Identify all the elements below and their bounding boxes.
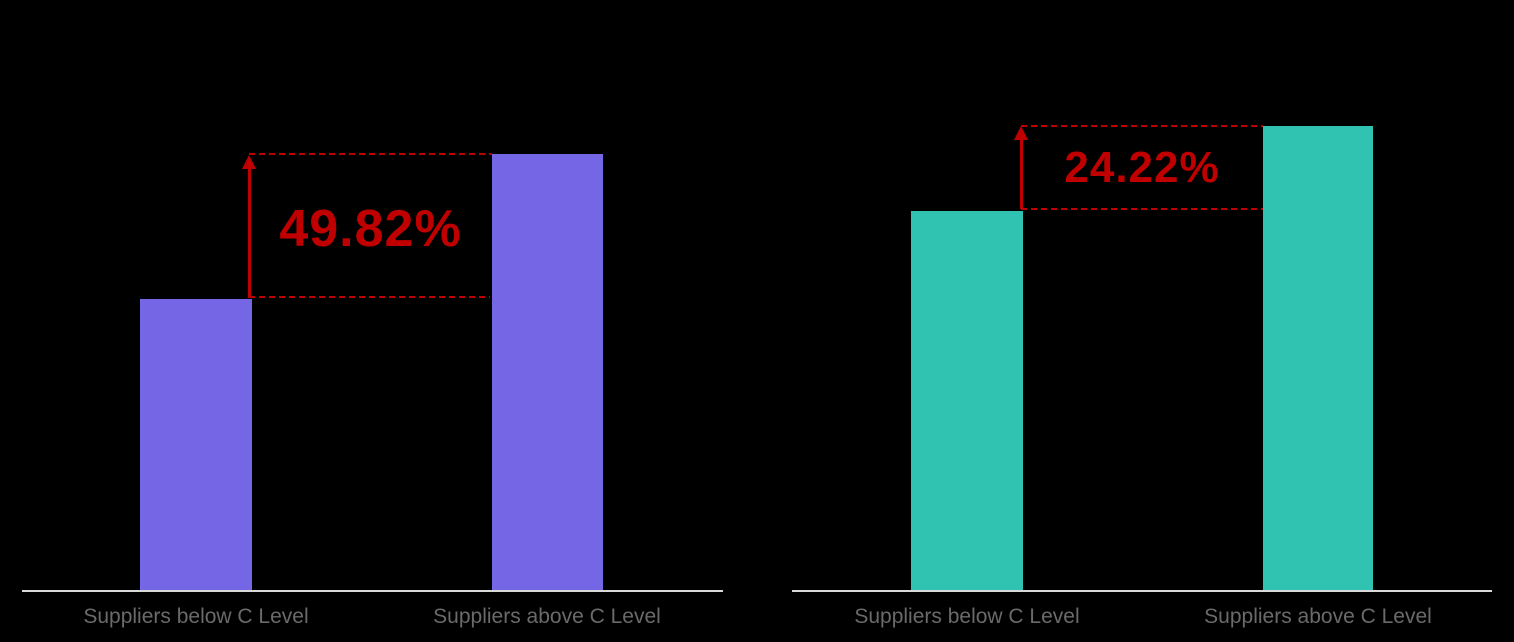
percent-increase-label-left-chart: 49.82% — [279, 200, 462, 258]
category-label-right-below-c-level: Suppliers below C Level — [854, 605, 1080, 628]
dashed-reference-line-top-right-chart — [1021, 125, 1263, 127]
bar-right-suppliers-below-c-level — [911, 211, 1023, 590]
x-axis-line-left-chart — [22, 590, 723, 592]
bar-left-suppliers-above-c-level — [492, 154, 603, 590]
percent-increase-label-right-chart: 24.22% — [1064, 143, 1220, 192]
increase-arrow-head-icon — [1014, 126, 1028, 140]
dashed-reference-line-bottom-left-chart — [249, 296, 490, 298]
category-label-left-below-c-level: Suppliers below C Level — [83, 605, 309, 628]
bar-left-suppliers-below-c-level — [140, 299, 252, 590]
increase-arrow-shaft-right-chart — [1020, 140, 1023, 209]
dashed-reference-line-bottom-right-chart — [1021, 208, 1263, 210]
bar-right-suppliers-above-c-level — [1263, 126, 1373, 590]
increase-arrow-shaft-left-chart — [248, 168, 251, 298]
x-axis-line-right-chart — [792, 590, 1492, 592]
increase-arrow-head-icon — [242, 155, 256, 169]
category-label-left-above-c-level: Suppliers above C Level — [433, 605, 661, 628]
dashed-reference-line-top-left-chart — [249, 153, 492, 155]
category-label-right-above-c-level: Suppliers above C Level — [1204, 605, 1432, 628]
